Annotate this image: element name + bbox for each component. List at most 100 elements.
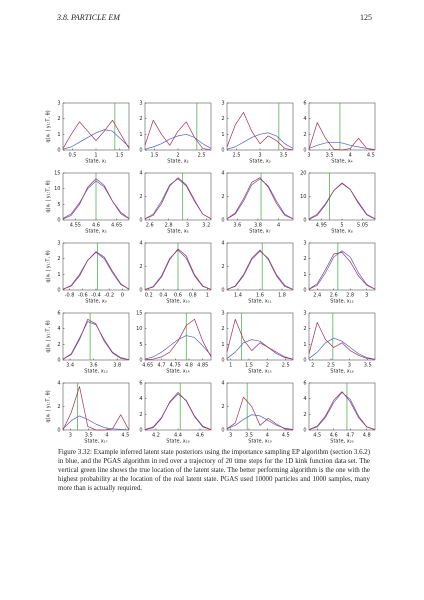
y-tick-label: 0 <box>221 358 224 364</box>
posterior-curve <box>226 249 294 290</box>
x-tick-label: 4.7 <box>158 363 166 369</box>
x-tick-label: 1 <box>94 153 97 159</box>
posterior-curve <box>62 386 130 431</box>
x-tick-label: 2.5 <box>327 363 335 369</box>
y-tick-label: 1 <box>303 272 306 278</box>
y-tick-label: 2 <box>57 116 60 122</box>
x-tick-label: 0.2 <box>145 293 153 299</box>
y-tick-label: 4 <box>139 171 142 177</box>
posterior-curve <box>144 392 212 430</box>
x-tick-label: 1.4 <box>234 293 242 299</box>
x-axis-label: State, x₁₂ <box>330 299 353 305</box>
y-tick-label: 10 <box>300 194 306 200</box>
y-tick-label: 2 <box>303 412 306 418</box>
x-tick-label: 2.5 <box>232 153 240 159</box>
x-tick-label: 4.65 <box>111 223 122 229</box>
y-tick-label: 10 <box>136 326 142 332</box>
x-axis-label: State, x₉ <box>85 299 106 305</box>
x-tick-label: 3.8 <box>113 363 121 369</box>
posterior-curve <box>308 250 376 290</box>
posterior-curve <box>308 252 376 290</box>
x-tick-label: 4.8 <box>185 363 193 369</box>
posterior-curve <box>144 119 212 151</box>
x-tick-label: 2 <box>311 363 314 369</box>
y-tick-label: 3 <box>57 241 60 247</box>
y-tick-label: 4 <box>303 116 306 122</box>
y-tick-label: 0 <box>221 218 224 224</box>
y-tick-label: 4 <box>303 396 306 402</box>
x-tick-label: 3 <box>229 433 232 439</box>
y-tick-label: 2 <box>139 116 142 122</box>
y-tick-label: 0 <box>303 358 306 364</box>
plot-frame <box>62 312 130 361</box>
posterior-curve <box>308 183 376 220</box>
posterior-curve <box>308 391 376 430</box>
x-tick-label: 4.8 <box>363 433 371 439</box>
x-tick-label: 2 <box>266 363 269 369</box>
posterior-curve <box>226 177 294 220</box>
posterior-curve <box>144 335 212 360</box>
x-tick-label: 3 <box>365 293 368 299</box>
section-header: 3.8. PARTICLE EM <box>56 13 121 22</box>
plot-frame <box>308 382 376 431</box>
posterior-curve <box>62 251 130 290</box>
posterior-curve <box>226 396 294 431</box>
x-tick-label: 4.4 <box>174 433 182 439</box>
plot-frame <box>144 102 212 151</box>
y-tick-label: 5 <box>57 202 60 208</box>
y-tick-label: 2 <box>221 194 224 200</box>
x-axis-label: State, x₁₆ <box>330 369 353 375</box>
posterior-curve <box>308 141 376 150</box>
y-tick-label: 3 <box>57 101 60 107</box>
y-tick-label: 4 <box>139 241 142 247</box>
y-tick-label: 2 <box>57 404 60 410</box>
x-axis-label: State, x₁₈ <box>166 439 189 445</box>
posterior-curve <box>144 177 212 220</box>
y-tick-label: 0 <box>221 428 224 434</box>
posterior-curve <box>62 119 130 149</box>
x-tick-label: 4 <box>266 433 269 439</box>
x-axis-label: State, x₁₅ <box>248 369 271 375</box>
y-tick-label: 0 <box>303 288 306 294</box>
x-tick-label: 3.6 <box>90 363 98 369</box>
posterior-curve <box>62 415 130 431</box>
x-tick-label: 4.6 <box>196 433 204 439</box>
y-tick-label: 2 <box>221 326 224 332</box>
x-tick-label: 0.4 <box>159 293 167 299</box>
x-tick-label: 0.5 <box>68 153 76 159</box>
y-tick-label: 0 <box>139 218 142 224</box>
x-tick-label: 1.5 <box>116 153 124 159</box>
y-tick-label: 0 <box>57 148 60 154</box>
y-tick-label: 3 <box>139 101 142 107</box>
plot-frame <box>308 312 376 361</box>
posterior-curve <box>62 321 130 360</box>
y-tick-label: 4 <box>57 381 60 387</box>
posterior-curve <box>62 178 130 220</box>
y-tick-label: 4 <box>221 381 224 387</box>
y-tick-label: 2 <box>303 256 306 262</box>
posterior-curve <box>308 337 376 360</box>
y-tick-label: 0 <box>221 148 224 154</box>
page-number: 125 <box>360 13 372 22</box>
x-axis-label: State, x₃ <box>249 159 270 165</box>
x-tick-label: 5 <box>340 223 343 229</box>
x-tick-label: 2.8 <box>346 293 354 299</box>
x-tick-label: 3.5 <box>280 153 288 159</box>
x-axis-label: State, x₂₀ <box>330 439 353 445</box>
posterior-curve <box>144 393 212 430</box>
x-tick-label: 0.6 <box>174 293 182 299</box>
y-tick-label: 2 <box>57 256 60 262</box>
x-tick-label: 0.8 <box>189 293 197 299</box>
x-tick-label: 2.4 <box>313 293 321 299</box>
x-tick-label: 3.5 <box>326 153 334 159</box>
x-axis-label: State, x₁₃ <box>84 369 107 375</box>
y-tick-label: 3 <box>303 311 306 317</box>
x-tick-label: 3.6 <box>233 223 241 229</box>
y-axis-label: q(xₜ | y₁:T, θ) <box>46 390 52 422</box>
x-tick-label: 3 <box>258 153 261 159</box>
y-tick-label: 15 <box>54 171 60 177</box>
x-axis-label: State, x₁₇ <box>84 439 107 445</box>
x-tick-label: 4 <box>349 153 352 159</box>
y-tick-label: 3 <box>221 101 224 107</box>
